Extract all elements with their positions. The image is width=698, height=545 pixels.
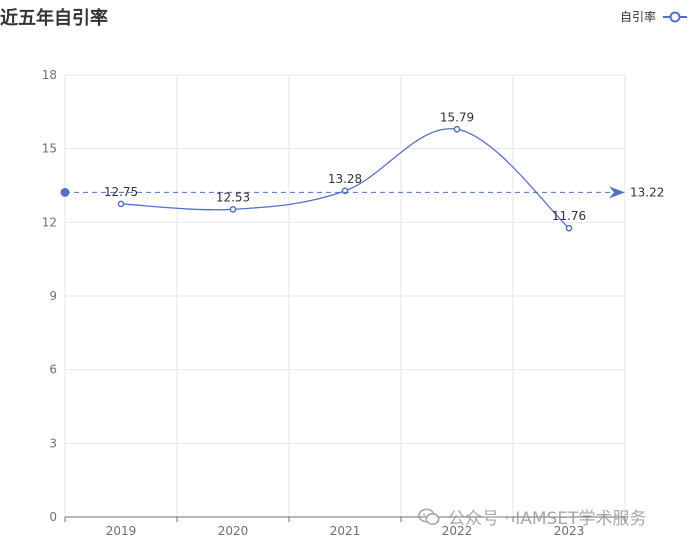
grid-layer [64, 74, 626, 517]
wechat-icon [418, 508, 440, 525]
y-tick-label: 15 [42, 142, 57, 156]
data-point[interactable] [453, 125, 461, 133]
data-point[interactable] [565, 224, 573, 232]
legend-label: 自引率 [619, 10, 656, 24]
average-line-label: 13.22 [630, 185, 664, 199]
data-label: 12.53 [216, 190, 250, 204]
y-tick-label: 3 [49, 436, 57, 450]
legend-line-icon [663, 11, 687, 22]
x-tick-label: 2022 [442, 524, 473, 538]
data-point[interactable] [229, 205, 237, 213]
x-tick-label: 2020 [218, 524, 249, 538]
chart-title: 近五年自引率 [0, 8, 108, 29]
data-label: 15.79 [440, 110, 474, 124]
x-tick-label: 2023 [554, 524, 585, 538]
watermark-text: 公众号 · IAMSET学术服务 [448, 509, 647, 529]
data-label: 11.76 [552, 209, 586, 223]
legend[interactable]: 自引率 [620, 8, 688, 25]
data-label: 12.75 [104, 185, 138, 199]
data-label: 13.28 [328, 172, 362, 186]
data-label-layer: 12.75 12.53 13.28 15.79 11.76 [104, 110, 586, 223]
x-tick-label: 2019 [106, 524, 137, 538]
y-tick-label: 12 [42, 215, 57, 229]
average-line-layer: 13.22 [60, 185, 664, 199]
series-line [120, 128, 570, 229]
y-tick-label: 0 [49, 510, 57, 524]
series-layer [117, 125, 573, 232]
y-tick-label: 18 [42, 68, 57, 82]
watermark: 公众号 · IAMSET学术服务 [418, 504, 646, 529]
y-tick-label: 6 [49, 363, 57, 377]
x-tick-label: 2021 [330, 524, 361, 538]
y-tick-label: 9 [49, 289, 57, 303]
average-line-arrow [609, 186, 625, 199]
data-point[interactable] [117, 200, 125, 208]
axis-layer: 0 3 6 9 12 15 18 2019 2020 2021 2022 2023 [42, 68, 626, 538]
